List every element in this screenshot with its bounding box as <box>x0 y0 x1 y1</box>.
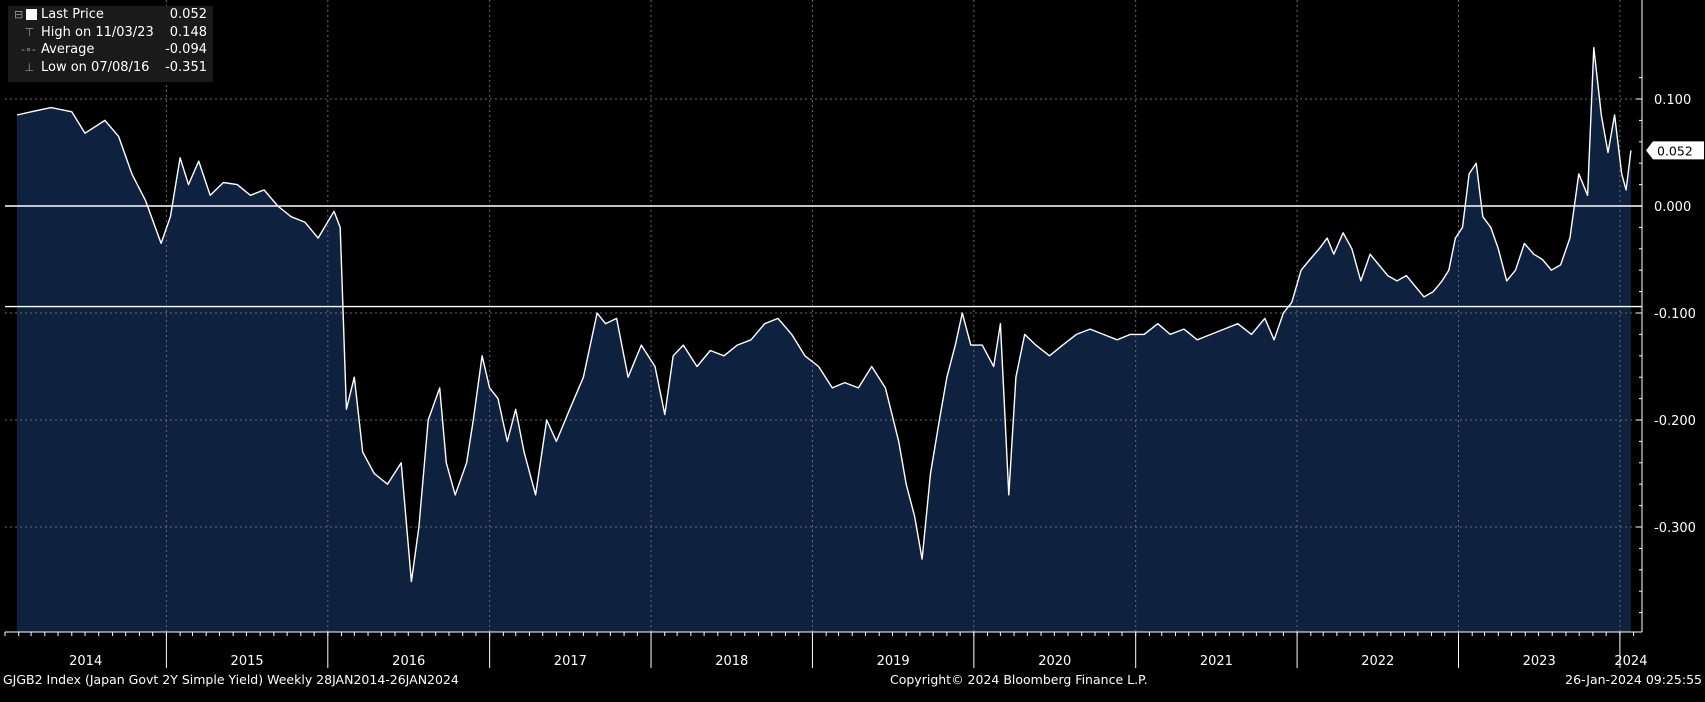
x-tick-label-2018: 2018 <box>715 654 748 669</box>
x-tick-label-2017: 2017 <box>554 654 587 669</box>
timestamp-text: 26-Jan-2024 09:25:55 <box>1565 672 1702 687</box>
x-tick-label-2024: 2024 <box>1614 654 1647 669</box>
series-area-fill <box>16 47 1631 633</box>
x-tick-label-2015: 2015 <box>231 654 264 669</box>
x-tick-label-2014: 2014 <box>69 654 102 669</box>
x-tick-label-2022: 2022 <box>1361 654 1394 669</box>
copyright-text: Copyright© 2024 Bloomberg Finance L.P. <box>890 672 1148 687</box>
x-tick-label-2021: 2021 <box>1200 654 1233 669</box>
footer-bar: GJGB2 Index (Japan Govt 2Y Simple Yield)… <box>0 670 1705 690</box>
average-marker-icon: -∘- <box>14 43 36 56</box>
low-marker-icon: ⊥ <box>14 60 35 74</box>
high-marker-icon: ⊤ <box>14 25 35 39</box>
last-price-swatch <box>26 9 37 20</box>
y-tick-label-2: -0.100 <box>1654 307 1696 322</box>
legend-last-price-value: 0.052 <box>169 7 207 22</box>
x-tick-label-2019: 2019 <box>877 654 910 669</box>
legend-high-value: 0.148 <box>169 24 207 40</box>
legend-low-value: -0.351 <box>165 59 207 75</box>
y-tick-label-3: -0.200 <box>1654 414 1696 429</box>
x-tick-label-2023: 2023 <box>1523 654 1556 669</box>
x-tick-label-2020: 2020 <box>1038 654 1071 669</box>
index-description: GJGB2 Index (Japan Govt 2Y Simple Yield)… <box>3 672 459 687</box>
series-line <box>16 46 1632 583</box>
legend-high-label: High on 11/03/23 <box>41 24 154 40</box>
legend-average-label: Average <box>41 42 95 57</box>
legend-average-value: -0.094 <box>165 42 207 57</box>
y-tick-label-4: -0.300 <box>1654 521 1696 536</box>
y-tick-label-1: 0.000 <box>1654 200 1691 215</box>
legend-row-high: ⊤ High on 11/03/23 0.148 <box>8 24 213 42</box>
legend-row-low: ⊥ Low on 07/08/16 -0.351 <box>8 59 213 77</box>
legend-last-price-label: Last Price <box>41 7 104 22</box>
legend-row-average: -∘- Average -0.094 <box>8 41 213 59</box>
collapse-box-icon[interactable]: ⊟ <box>14 8 24 21</box>
y-tick-label-0: 0.100 <box>1654 93 1691 108</box>
legend-box: ⊟ Last Price 0.052 ⊤ High on 11/03/23 0.… <box>8 6 213 82</box>
legend-row-last-price: ⊟ Last Price 0.052 <box>8 6 213 24</box>
last-price-tag-label: 0.052 <box>1657 143 1693 158</box>
x-tick-label-2016: 2016 <box>392 654 425 669</box>
last-price-tag <box>1646 141 1704 160</box>
legend-low-label: Low on 07/08/16 <box>41 59 150 75</box>
